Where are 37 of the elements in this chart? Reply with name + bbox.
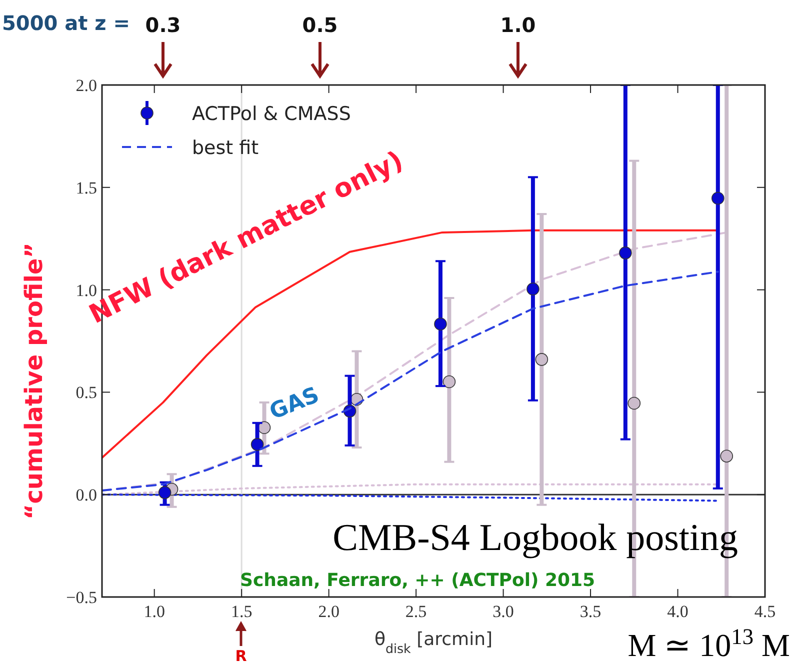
annotation: GAS [266,382,323,426]
y-tick-label: −0.5 [66,588,97,607]
point [526,282,540,296]
point [250,438,264,451]
annotation: Schaan, Ferraro, ++ (ACTPol) 2015 [240,570,596,591]
x-tick-label: 2.0 [318,602,340,621]
point [619,246,632,260]
x-tick-label: 3.0 [492,602,514,621]
point [535,353,548,366]
x-tick-label: 1.5 [230,602,252,621]
text: 1.0 [500,13,536,37]
y-axis-title: “cumulative profile” [20,242,48,520]
legend-label: ACTPol & CMASS [192,103,351,125]
x-tick-label: 3.5 [580,602,602,621]
y-tick-label: 1.5 [76,178,97,198]
x-tick-label: 1.0 [144,602,165,621]
line-series [102,494,719,502]
x-tick-label: 4.0 [667,602,688,621]
point [711,192,724,205]
y-tick-label: 0.0 [76,486,97,505]
point [720,450,734,462]
text: M ≃ 10$^{13}$ M [628,624,790,663]
point [434,318,447,330]
x-tick-label: 2.5 [405,602,427,621]
point [628,396,641,410]
legend-label: best fit [192,137,259,159]
text: 5000 at z = [2,11,130,35]
x-tick-label: 4.5 [754,602,776,621]
text: R [235,647,248,665]
y-tick-label: 2.0 [76,76,97,95]
text: 0.3 [145,13,181,37]
text: 0.5 [302,13,338,37]
annotation: CMB-S4 Logbook posting [332,517,738,559]
x-axis-title: θ$_{disk}$ [arcmin] [374,629,493,656]
point [158,486,172,499]
y-tick-label: 0.5 [76,383,97,402]
point [442,375,456,388]
